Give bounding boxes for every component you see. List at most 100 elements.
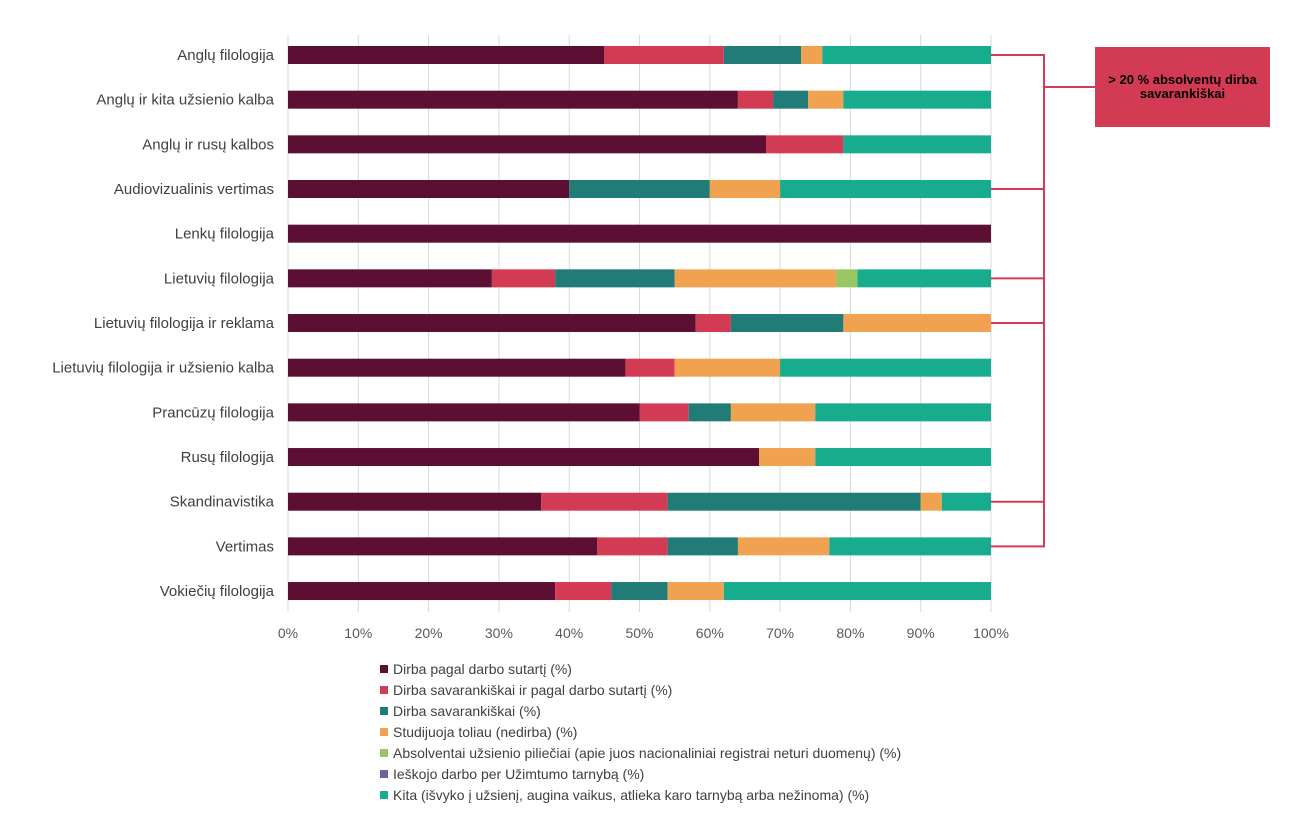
bar-segment — [815, 448, 991, 467]
bar-segment — [667, 582, 724, 601]
category-labels: Anglų filologija Anglų ir kita užsienio k… — [52, 47, 274, 600]
x-tick-label: 90% — [907, 625, 935, 641]
x-tick-label: 30% — [485, 625, 513, 641]
x-tick-label: 0% — [278, 625, 298, 641]
legend-swatch — [380, 664, 388, 673]
bar-segment — [730, 403, 816, 422]
bar-segment — [639, 403, 689, 422]
bar-segment — [674, 269, 837, 288]
category-label: Skandinavistika — [170, 494, 275, 511]
x-tick-label: 100% — [973, 625, 1009, 641]
category-label: Anglų ir rusų kalbos — [142, 136, 274, 153]
bar-segment — [541, 492, 668, 511]
bar-segment — [288, 358, 626, 377]
bar-segment — [288, 448, 760, 467]
legend-label: Kita (išvyko į užsienį, augina vaikus, a… — [393, 786, 870, 803]
bar-segment — [288, 269, 492, 288]
bar-segment — [288, 582, 556, 601]
x-tick-label: 20% — [415, 625, 443, 641]
bar-segment — [723, 582, 991, 601]
x-tick-label: 60% — [696, 625, 724, 641]
category-label: Lietuvių filologija — [164, 270, 275, 287]
legend-label: Dirba savarankiškai (%) — [393, 702, 541, 719]
category-label: Anglų ir kita užsienio kalba — [96, 92, 274, 109]
legend-label: Studijuoja toliau (nedirba) (%) — [393, 723, 578, 740]
bar-segment — [709, 180, 781, 199]
bar-segment — [288, 403, 640, 422]
bar-segment — [822, 46, 991, 64]
x-tick-label: 50% — [625, 625, 653, 641]
legend-item: Absolventai užsienio piliečiai (apie juo… — [380, 742, 901, 763]
legend-item: Dirba savarankiškai (%) — [380, 700, 901, 721]
x-axis-ticks: 0% 10% 20% 30% 40% 50% 60% 70% 80% 90% 100% — [278, 625, 1009, 641]
category-label: Lietuvių filologija ir reklama — [94, 315, 275, 332]
legend-label: Dirba pagal darbo sutartį (%) — [393, 660, 572, 677]
bar-segment — [730, 314, 844, 333]
bar-segment — [780, 358, 991, 377]
bar-segment — [723, 46, 802, 64]
legend-swatch — [380, 685, 388, 694]
legend-swatch — [380, 706, 388, 715]
bar-segment — [773, 90, 809, 109]
x-tick-label: 80% — [836, 625, 864, 641]
bar-segment — [808, 90, 844, 109]
x-tick-label: 70% — [766, 625, 794, 641]
bar-segment — [288, 224, 991, 243]
category-label: Rusų filologija — [181, 449, 275, 466]
bar-segment — [857, 269, 991, 288]
bar-segment — [604, 46, 724, 64]
bar-segment — [625, 358, 675, 377]
bar-segment — [288, 314, 696, 333]
legend-item: Kita (išvyko į užsienį, augina vaikus, a… — [380, 784, 901, 805]
category-label: Audiovizualinis vertimas — [114, 181, 274, 198]
legend-swatch — [380, 790, 388, 799]
bar-segment — [843, 90, 991, 109]
bar-segment — [674, 358, 781, 377]
bar-segment — [288, 537, 598, 556]
legend-swatch — [380, 769, 388, 778]
bar-segment — [611, 582, 668, 601]
bars — [288, 46, 991, 601]
bar-segment — [288, 180, 570, 199]
annotation-bracket — [991, 54, 1095, 548]
bar-segment — [569, 180, 710, 199]
bar-segment — [695, 314, 731, 333]
bar-segment — [667, 537, 738, 556]
legend-label: Absolventai užsienio piliečiai (apie juo… — [393, 744, 902, 761]
bar-segment — [843, 314, 991, 333]
bar-segment — [491, 269, 556, 288]
category-label: Vokiečių filologija — [160, 583, 275, 600]
bar-segment — [759, 448, 816, 467]
category-label: Prancūzų filologija — [152, 404, 274, 421]
bar-segment — [667, 492, 921, 511]
legend-swatch — [380, 748, 388, 757]
legend-item: Dirba savarankiškai ir pagal darbo sutar… — [380, 679, 901, 700]
bar-segment — [920, 492, 942, 511]
bar-segment — [836, 269, 858, 288]
legend-label: Dirba savarankiškai ir pagal darbo sutar… — [393, 681, 673, 698]
category-label: Lenkų filologija — [175, 226, 275, 243]
x-tick-label: 40% — [555, 625, 583, 641]
category-label: Vertimas — [216, 538, 274, 555]
bar-segment — [288, 90, 738, 109]
bar-segment — [843, 135, 991, 154]
bar-segment — [829, 537, 991, 556]
x-tick-label: 10% — [344, 625, 372, 641]
bar-segment — [815, 403, 991, 422]
bar-segment — [288, 46, 605, 64]
legend-swatch — [380, 727, 388, 736]
bar-segment — [288, 492, 542, 511]
bar-segment — [288, 135, 767, 154]
bar-segment — [597, 537, 668, 556]
bar-segment — [766, 135, 844, 154]
bar-segment — [941, 492, 991, 511]
bar-segment — [780, 180, 991, 199]
bar-segment — [555, 582, 612, 601]
bar-segment — [688, 403, 731, 422]
category-label: Lietuvių filologija ir užsienio kalba — [52, 360, 274, 377]
bar-segment — [737, 537, 830, 556]
category-label: Anglų filologija — [177, 47, 274, 64]
legend: Dirba pagal darbo sutartį (%) Dirba savar… — [380, 658, 901, 805]
legend-item: Studijuoja toliau (nedirba) (%) — [380, 721, 901, 742]
